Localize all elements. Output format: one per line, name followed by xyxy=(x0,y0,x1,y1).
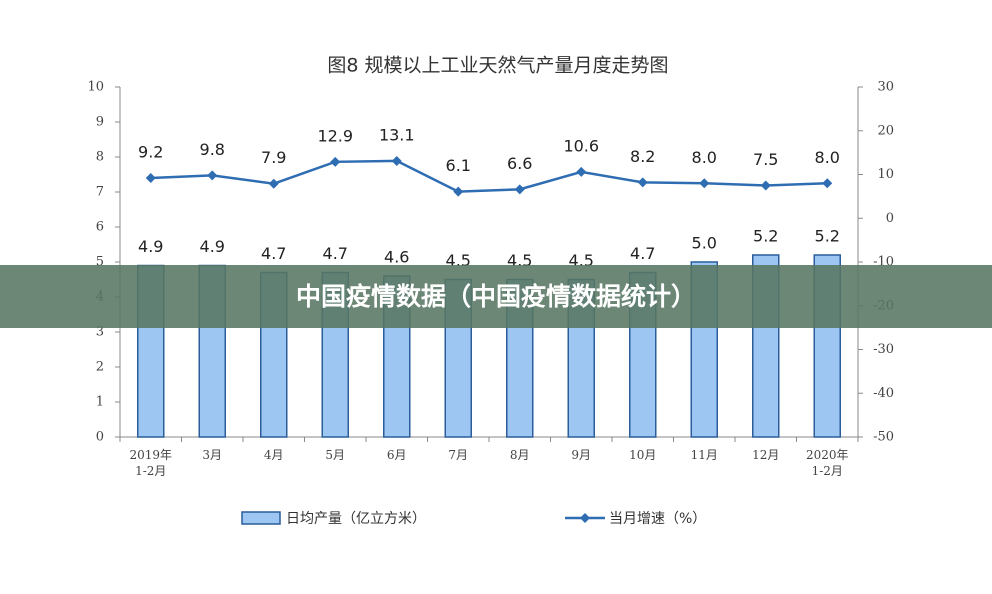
line-marker xyxy=(760,180,771,191)
legend-marker xyxy=(580,513,590,523)
y-tick-label: 9 xyxy=(96,115,104,130)
x-tick-label: 5月 xyxy=(325,448,346,462)
legend-label: 日均产量（亿立方米） xyxy=(286,511,426,527)
y2-tick-label: -40 xyxy=(873,386,894,401)
y2-tick-label: -50 xyxy=(873,430,894,445)
line-marker xyxy=(330,156,341,167)
line-value-label: 6.6 xyxy=(507,154,532,173)
y2-tick-label: -30 xyxy=(873,342,894,357)
line-value-label: 8.0 xyxy=(815,148,840,167)
x-tick-label: 7月 xyxy=(448,448,469,462)
line-marker xyxy=(268,178,279,189)
line-marker xyxy=(699,178,710,189)
line-marker xyxy=(637,177,648,188)
y-tick-label: 8 xyxy=(96,150,104,165)
y-tick-label: 5 xyxy=(96,255,104,270)
x-tick-label: 2019年 1-2月 xyxy=(129,448,173,478)
line-value-label: 8.0 xyxy=(692,148,717,167)
line-marker xyxy=(576,166,587,177)
line-marker xyxy=(453,186,464,197)
legend-label: 当月增速（%） xyxy=(609,511,706,527)
bar-value-label: 5.0 xyxy=(692,234,717,253)
line-value-label: 7.5 xyxy=(753,150,778,169)
line-value-label: 9.2 xyxy=(138,143,163,162)
x-tick-label: 4月 xyxy=(263,448,284,462)
line-value-label: 6.1 xyxy=(446,156,471,175)
x-tick-label: 8月 xyxy=(509,448,530,462)
banner-text: 中国疫情数据（中国疫情数据统计） xyxy=(296,282,696,311)
y2-tick-label: 20 xyxy=(877,123,894,138)
y-tick-label: 6 xyxy=(96,220,104,235)
banner xyxy=(0,265,992,328)
legend-swatch xyxy=(241,511,281,525)
line-value-label: 7.9 xyxy=(261,148,286,167)
y2-tick-label: 10 xyxy=(877,167,894,182)
line-marker xyxy=(514,184,525,195)
chart-title: 图8 规模以上工业天然气产量月度走势图 xyxy=(327,55,668,77)
line-marker xyxy=(207,170,218,181)
x-tick-label: 6月 xyxy=(386,448,407,462)
bar-value-label: 4.6 xyxy=(384,248,409,267)
x-tick-label: 10月 xyxy=(629,448,657,462)
bar-value-label: 4.9 xyxy=(138,237,163,256)
x-tick-label: 11月 xyxy=(690,448,718,462)
line-value-label: 12.9 xyxy=(317,126,353,145)
x-tick-label: 3月 xyxy=(202,448,223,462)
line-marker xyxy=(145,173,156,183)
bar-value-label: 4.7 xyxy=(323,244,348,263)
y-tick-label: 3 xyxy=(96,325,104,340)
x-tick-label: 9月 xyxy=(571,448,592,462)
y2-tick-label: 0 xyxy=(886,211,894,226)
line-value-label: 8.2 xyxy=(630,147,655,166)
line-value-label: 10.6 xyxy=(563,136,599,155)
bar-value-label: 4.7 xyxy=(630,244,655,263)
line-marker xyxy=(822,178,833,189)
y-tick-label: 10 xyxy=(87,80,104,95)
y-tick-label: 7 xyxy=(96,185,104,200)
line xyxy=(150,159,828,193)
y2-tick-label: 30 xyxy=(877,80,894,95)
line-value-label: 9.8 xyxy=(200,140,225,159)
y-tick-label: 0 xyxy=(96,430,104,445)
bar-value-label: 5.2 xyxy=(753,227,778,246)
x-tick-label: 12月 xyxy=(752,448,780,462)
bar-value-label: 5.2 xyxy=(815,227,840,246)
y-tick-label: 1 xyxy=(96,395,104,410)
bar-value-label: 4.9 xyxy=(200,237,225,256)
y-tick-label: 2 xyxy=(96,360,104,375)
line-value-label: 13.1 xyxy=(379,125,415,144)
line-marker xyxy=(391,155,402,166)
x-tick-label: 2020年 1-2月 xyxy=(805,448,849,478)
bar-value-label: 4.7 xyxy=(261,244,286,263)
